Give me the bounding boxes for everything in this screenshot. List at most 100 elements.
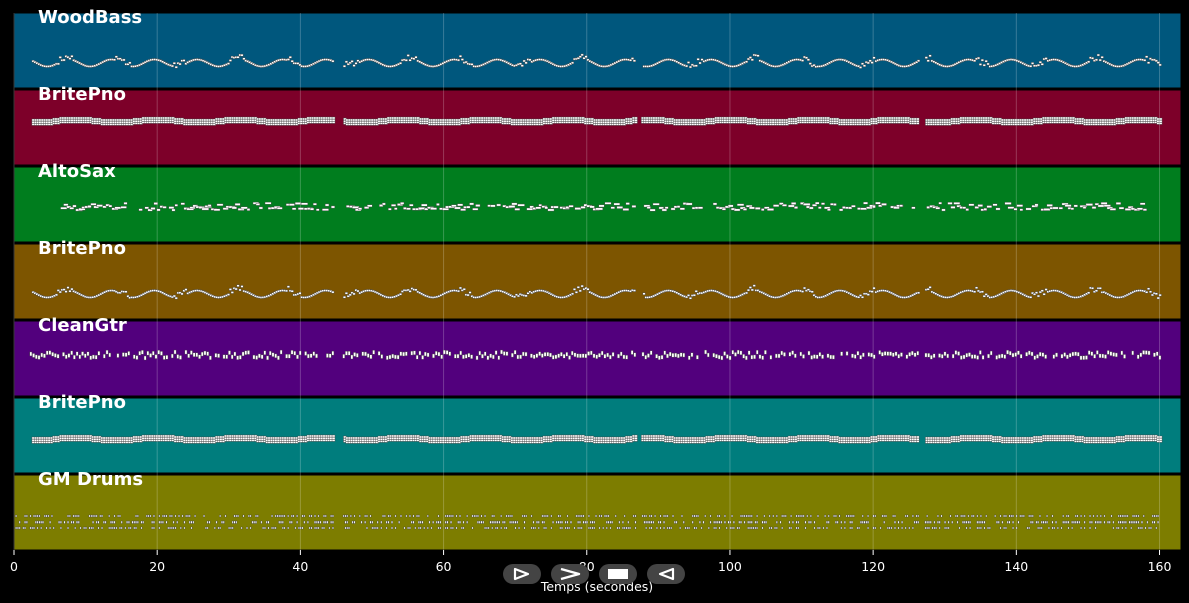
- drum-hit: [115, 526, 118, 530]
- note: [829, 354, 833, 360]
- note: [288, 354, 291, 359]
- note: [894, 351, 898, 356]
- note: [352, 292, 356, 296]
- note: [1098, 58, 1102, 62]
- note: [799, 351, 803, 357]
- drum-hit: [278, 514, 281, 518]
- drum-hit: [380, 526, 383, 530]
- note: [979, 350, 982, 355]
- drum-hit: [68, 514, 71, 518]
- note: [489, 353, 492, 359]
- note: [761, 355, 764, 360]
- drum-hit: [187, 514, 189, 518]
- drum-hit: [17, 526, 19, 530]
- drum-hit: [405, 514, 408, 518]
- drum-hit: [95, 514, 98, 518]
- note: [916, 440, 920, 443]
- drum-hit: [18, 526, 21, 530]
- drum-hit: [416, 514, 418, 518]
- note: [157, 349, 161, 355]
- note: [290, 60, 294, 63]
- note: [590, 350, 593, 356]
- note: [268, 350, 272, 356]
- drum-hit: [52, 526, 55, 530]
- drum-hit: [90, 526, 93, 530]
- note: [660, 355, 664, 360]
- note: [502, 351, 506, 356]
- note: [86, 351, 90, 356]
- note: [331, 118, 336, 122]
- note: [361, 351, 365, 357]
- note: [565, 352, 569, 357]
- note: [346, 62, 350, 66]
- note: [122, 58, 126, 62]
- drum-hit: [310, 526, 313, 530]
- note: [812, 64, 816, 67]
- note: [810, 355, 813, 360]
- note: [462, 288, 466, 291]
- drum-hit: [409, 514, 411, 518]
- drum-hit: [169, 526, 171, 530]
- note: [1154, 59, 1158, 63]
- note: [464, 60, 468, 64]
- note: [1064, 204, 1072, 207]
- drum-hit: [233, 514, 236, 518]
- note: [946, 353, 949, 359]
- drum-hit: [387, 514, 390, 518]
- drum-hit: [235, 514, 238, 518]
- note: [200, 351, 204, 357]
- note: [184, 349, 188, 355]
- drum-hit: [179, 526, 182, 530]
- note: [883, 351, 887, 356]
- note: [173, 349, 177, 355]
- note: [244, 350, 248, 355]
- note: [867, 352, 871, 357]
- drum-hit: [417, 520, 420, 524]
- note: [1094, 58, 1098, 62]
- drum-hit: [330, 520, 333, 524]
- note: [821, 354, 824, 359]
- note: [247, 350, 250, 355]
- note: [916, 350, 920, 356]
- note: [916, 122, 920, 125]
- note: [467, 353, 471, 358]
- note: [981, 355, 985, 360]
- note: [391, 204, 397, 207]
- drum-hit: [319, 520, 322, 524]
- note: [331, 350, 335, 356]
- drum-hit: [34, 520, 37, 524]
- note: [630, 350, 634, 355]
- drum-hit: [417, 514, 420, 518]
- note: [203, 350, 207, 356]
- note: [170, 64, 174, 68]
- note: [1112, 352, 1115, 357]
- note: [464, 354, 468, 359]
- drum-hit: [290, 514, 293, 518]
- drum-hit: [437, 520, 440, 524]
- note: [231, 206, 237, 210]
- note: [851, 353, 854, 359]
- note: [611, 352, 615, 357]
- note: [1044, 57, 1048, 60]
- drum-hit: [158, 526, 161, 530]
- note: [801, 59, 805, 62]
- drum-hit: [45, 526, 48, 530]
- drum-hit: [289, 520, 291, 524]
- drum-hit: [255, 514, 257, 518]
- note: [94, 354, 98, 360]
- note: [756, 54, 760, 57]
- note: [916, 435, 920, 439]
- note: [886, 351, 890, 356]
- note: [625, 202, 630, 205]
- drum-hit: [409, 526, 411, 530]
- note: [350, 60, 354, 63]
- note: [228, 288, 232, 291]
- note: [791, 202, 797, 205]
- note: [562, 354, 566, 359]
- drum-hit: [412, 520, 415, 524]
- note: [815, 201, 820, 205]
- note: [160, 351, 163, 356]
- drum-hit: [274, 514, 277, 518]
- note: [123, 202, 128, 205]
- drum-hit: [281, 514, 284, 518]
